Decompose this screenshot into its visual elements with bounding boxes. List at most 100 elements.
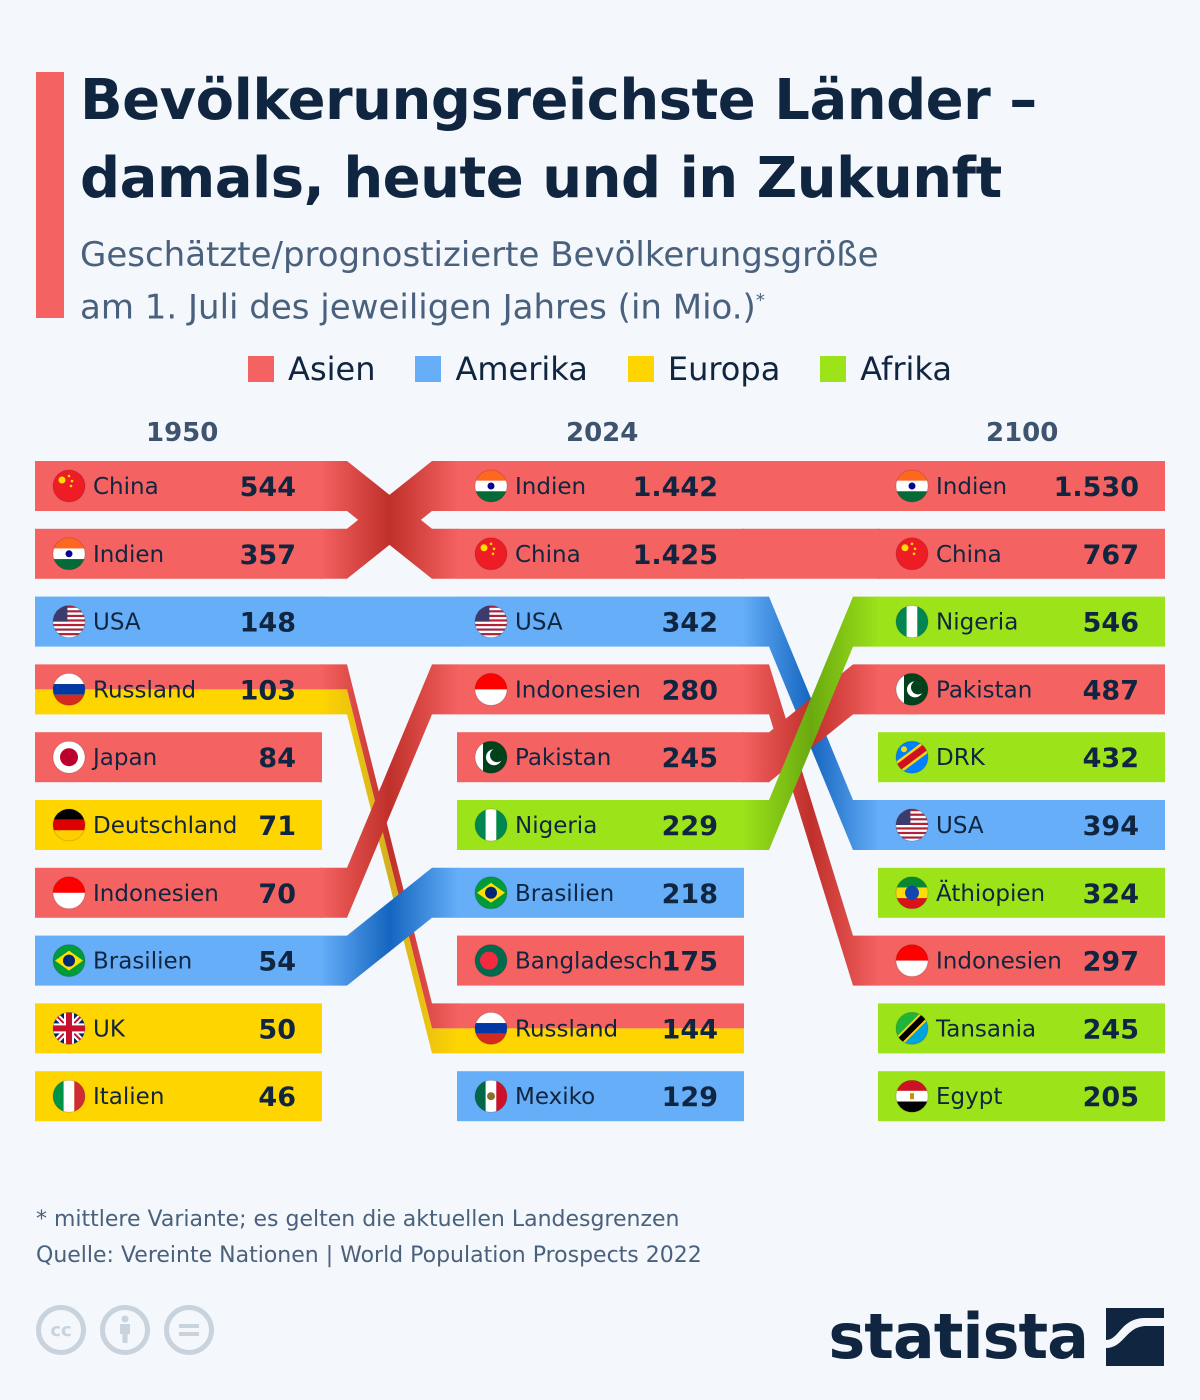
license-icons: cc: [36, 1305, 214, 1355]
brazil-flag-icon: [474, 876, 508, 910]
country-label-pakistan-2024: Pakistan: [515, 745, 611, 771]
connectors-layer: [320, 461, 880, 1054]
uk-flag-icon: [52, 1011, 86, 1045]
legend: Asien Amerika Europa Afrika: [0, 350, 1200, 388]
title-accent-bar: [36, 72, 64, 318]
brazil-flag-icon: [52, 944, 86, 978]
country-label-indien-2100: Indien: [936, 474, 1007, 500]
china-flag-icon: [895, 537, 929, 571]
value-label-drk-2100: 432: [1083, 743, 1139, 774]
country-label-uk-1950: UK: [93, 1016, 126, 1042]
connector-indien-2024: [742, 461, 880, 511]
value-label-deutschland-1950: 71: [258, 811, 296, 842]
value-label-indonesien-2100: 297: [1083, 947, 1139, 978]
nd-icon[interactable]: [164, 1305, 214, 1355]
title-line-1: Bevölkerungsreichste Länder –: [80, 68, 1037, 133]
value-label-usa-2024: 342: [662, 608, 718, 639]
value-label-russland-1950: 103: [240, 675, 296, 706]
year-label-2100: 2100: [986, 418, 1059, 448]
country-label-drk-2100: DRK: [936, 745, 986, 771]
value-label-mexiko-2024: 129: [662, 1082, 718, 1113]
connector-russland-1950: [320, 689, 459, 1054]
statista-logo[interactable]: statista: [828, 1300, 1164, 1373]
legend-swatch-europa: [627, 356, 654, 382]
legend-swatch-amerika: [415, 356, 442, 382]
value-label-usa-2100: 394: [1083, 811, 1139, 842]
usa-flag-icon: [52, 605, 86, 639]
cc-icon[interactable]: cc: [36, 1305, 86, 1355]
value-label-italien-1950: 46: [258, 1082, 296, 1113]
by-icon[interactable]: [100, 1305, 150, 1355]
country-label-russland-1950: Russland: [93, 677, 196, 703]
subtitle-line-1: Geschätzte/prognostizierte Bevölkerungsg…: [80, 235, 879, 275]
value-label-tansania-2100: 245: [1083, 1014, 1139, 1045]
connector-indonesien-1950: [320, 664, 459, 918]
year-label-2024: 2024: [566, 418, 639, 448]
legend-label-asien: Asien: [288, 350, 376, 388]
value-label-brasilien-1950: 54: [258, 947, 296, 978]
value-label-egypt-2100: 205: [1083, 1082, 1139, 1113]
country-label-pakistan-2100: Pakistan: [936, 677, 1032, 703]
legend-item-amerika: Amerika: [415, 350, 588, 388]
india-flag-icon: [895, 469, 929, 503]
italy-flag-icon: [52, 1079, 86, 1113]
nigeria-flag-icon: [895, 605, 929, 639]
legend-label-afrika: Afrika: [860, 350, 952, 388]
value-label-äthiopien-2100: 324: [1083, 879, 1139, 910]
legend-item-asien: Asien: [248, 350, 375, 388]
connector-nigeria-2024: [742, 596, 880, 850]
indonesia-flag-icon: [52, 876, 86, 910]
usa-flag-icon: [895, 808, 929, 842]
value-label-indonesien-2024: 280: [662, 675, 718, 706]
country-label-bangladesch-2024: Bangladesch: [515, 949, 663, 975]
ethiopia-flag-icon: [895, 876, 929, 910]
country-label-china-2100: China: [936, 542, 1002, 568]
connector-china-2024: [742, 528, 880, 579]
tanzania-flag-icon: [895, 1011, 929, 1045]
country-label-usa-2024: USA: [515, 610, 563, 636]
mexico-flag-icon: [474, 1079, 508, 1113]
country-label-italien-1950: Italien: [93, 1084, 164, 1110]
country-label-brasilien-2024: Brasilien: [515, 881, 614, 907]
connector-russland-1950: [320, 664, 459, 1029]
value-label-china-2100: 767: [1083, 540, 1139, 571]
country-label-äthiopien-2100: Äthiopien: [936, 879, 1045, 907]
value-label-bangladesch-2024: 175: [662, 947, 718, 978]
indonesia-flag-icon: [474, 672, 508, 706]
value-label-brasilien-2024: 218: [662, 879, 718, 910]
page-title: Bevölkerungsreichste Länder – damals, he…: [80, 62, 1180, 218]
country-label-japan-1950: Japan: [91, 745, 157, 771]
egypt-flag-icon: [895, 1079, 929, 1113]
value-label-indonesien-1950: 70: [258, 879, 296, 910]
value-label-pakistan-2100: 487: [1083, 675, 1139, 706]
subtitle-line-2: am 1. Juli des jeweiligen Jahres (in Mio…: [80, 278, 1080, 330]
country-label-indien-2024: Indien: [515, 474, 586, 500]
country-label-russland-2024: Russland: [515, 1016, 618, 1042]
pakistan-flag-icon: [474, 740, 508, 774]
russia-flag-icon: [474, 1011, 508, 1045]
country-label-indonesien-1950: Indonesien: [93, 881, 219, 907]
subtitle-line-2-text: am 1. Juli des jeweiligen Jahres (in Mio…: [80, 287, 756, 328]
bangladesh-flag-icon: [474, 944, 508, 978]
country-label-china-1950: China: [93, 474, 159, 500]
connector-brasilien-1950: [320, 867, 459, 986]
value-label-usa-1950: 148: [240, 608, 296, 639]
title-line-2: damals, heute und in Zukunft: [80, 146, 1002, 211]
footnote: * mittlere Variante; es gelten die aktue…: [36, 1202, 702, 1274]
value-label-indien-2100: 1.530: [1054, 472, 1139, 503]
brand-name: statista: [828, 1300, 1089, 1373]
country-label-egypt-2100: Egypt: [936, 1084, 1002, 1110]
country-label-usa-2100: USA: [936, 813, 984, 839]
indonesia-flag-icon: [895, 944, 929, 978]
country-label-nigeria-2100: Nigeria: [936, 610, 1018, 636]
legend-swatch-asien: [248, 356, 275, 382]
value-label-indien-2024: 1.442: [633, 472, 718, 503]
nigeria-flag-icon: [474, 808, 508, 842]
footnote-source: Quelle: Vereinte Nationen | World Popula…: [36, 1243, 702, 1268]
country-label-mexiko-2024: Mexiko: [515, 1084, 595, 1110]
germany-flag-icon: [52, 808, 86, 842]
country-label-nigeria-2024: Nigeria: [515, 813, 597, 839]
country-label-brasilien-1950: Brasilien: [93, 949, 192, 975]
value-label-uk-1950: 50: [258, 1014, 296, 1045]
connector-usa-1950: [320, 596, 459, 647]
